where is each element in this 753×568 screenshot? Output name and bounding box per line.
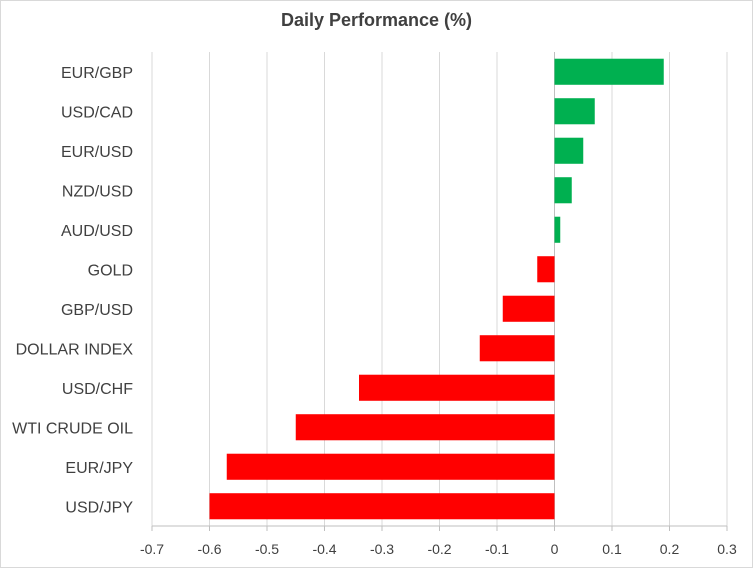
bar-gold: [537, 256, 555, 283]
category-label: NZD/USD: [62, 183, 133, 200]
bar-usd-cad: [554, 98, 595, 125]
bar-dollar-index: [479, 335, 555, 362]
category-label: GBP/USD: [61, 302, 133, 319]
category-label: GOLD: [88, 262, 133, 279]
bar-wti-crude-oil: [295, 414, 555, 441]
bar-eur-usd: [554, 137, 584, 164]
bar-usd-chf: [359, 374, 555, 401]
category-label: USD/CHF: [62, 381, 133, 398]
x-tick-label: -0.6: [197, 541, 221, 557]
category-label: EUR/GBP: [61, 65, 133, 82]
bar-eur-gbp: [554, 58, 664, 85]
x-tick-label: -0.7: [140, 541, 164, 557]
category-label: USD/CAD: [61, 104, 133, 121]
x-tick-label: -0.2: [427, 541, 451, 557]
bar-aud-usd: [554, 216, 561, 243]
category-label: WTI CRUDE OIL: [12, 420, 133, 437]
x-tick-label: -0.3: [370, 541, 394, 557]
x-tick-label: 0.1: [602, 541, 622, 557]
x-tick-label: -0.4: [312, 541, 336, 557]
bar-eur-jpy: [226, 453, 555, 480]
category-label: USD/JPY: [65, 499, 133, 516]
bar-nzd-usd: [554, 177, 572, 204]
x-tick-label: 0: [551, 541, 559, 557]
x-tick-label: 0.2: [660, 541, 680, 557]
x-tick-label: -0.5: [255, 541, 279, 557]
category-label: AUD/USD: [61, 223, 133, 240]
category-label: EUR/USD: [61, 144, 133, 161]
category-label: EUR/JPY: [65, 460, 133, 477]
bar-gbp-usd: [502, 295, 555, 322]
chart-title: Daily Performance (%): [280, 10, 473, 30]
x-tick-label: -0.1: [485, 541, 509, 557]
category-label: DOLLAR INDEX: [16, 341, 134, 358]
x-tick-label: 0.3: [717, 541, 737, 557]
bar-usd-jpy: [209, 493, 555, 520]
